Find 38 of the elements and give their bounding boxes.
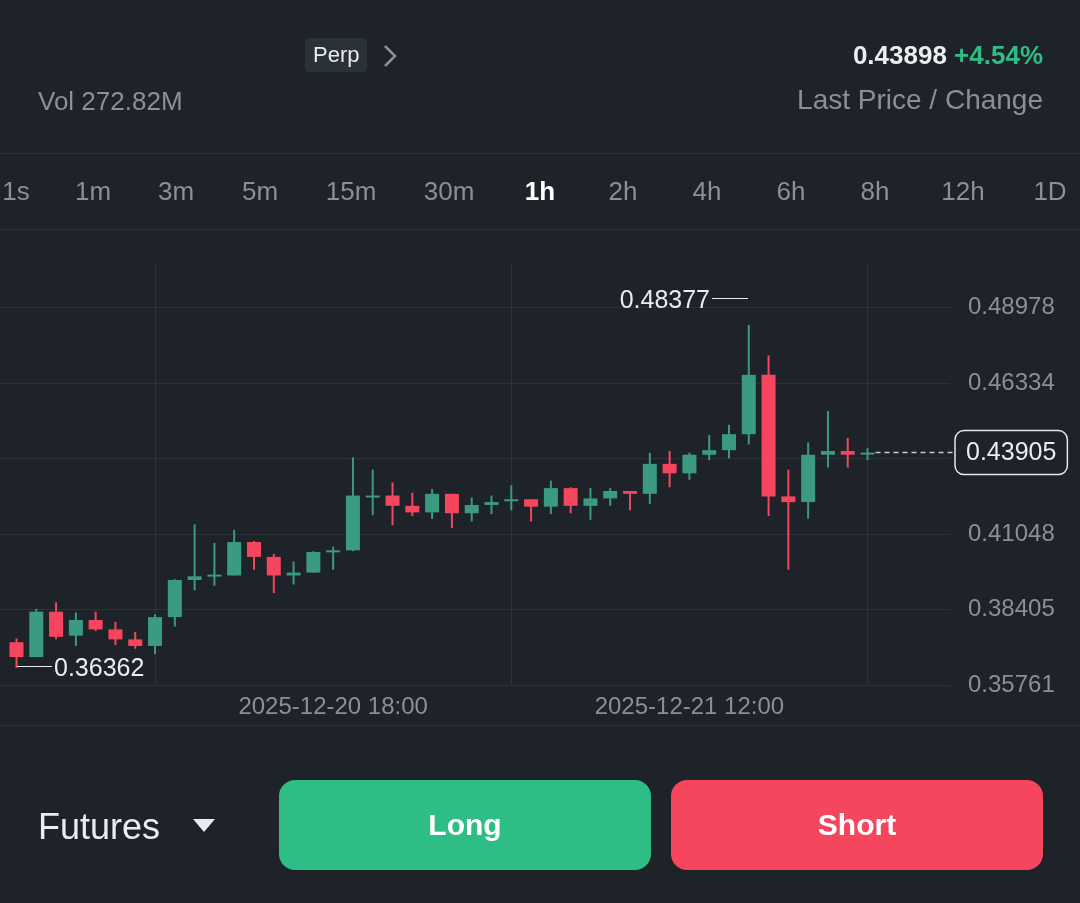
- y-tick-label: 0.46334: [968, 367, 1055, 395]
- text: 2h: [608, 176, 638, 207]
- text: 4h: [692, 176, 722, 207]
- candlestick: [207, 542, 222, 586]
- text: 1m: [74, 176, 112, 207]
- y-tick-label: 0.48978: [968, 292, 1055, 320]
- text: 1h: [524, 176, 556, 207]
- candlestick: [326, 546, 341, 570]
- candlestick: [504, 485, 519, 511]
- text: 30m: [423, 176, 475, 207]
- text: Short: [671, 780, 1043, 870]
- text: 1s: [2, 176, 30, 207]
- y-tick-label: 0.41048: [968, 518, 1055, 546]
- text: Long: [279, 780, 651, 870]
- annotation: 0.48377: [619, 285, 710, 314]
- text: Futures: [38, 806, 161, 848]
- candlestick: [820, 411, 835, 468]
- text: 15m: [325, 176, 377, 207]
- text: 0.43898: [852, 40, 947, 70]
- candlestick: [187, 524, 202, 591]
- text: Perp: [305, 38, 368, 72]
- y-tick-label: 0.35761: [968, 669, 1055, 697]
- candlestick: [365, 469, 380, 516]
- text: 6h: [776, 176, 806, 207]
- text: 1D: [1033, 176, 1067, 207]
- text: 3m: [157, 176, 195, 207]
- annotation: 0.36362: [54, 653, 145, 682]
- text: Last Price / Change: [797, 84, 1043, 116]
- x-tick-label: 2025-12-20 18:00: [238, 692, 428, 720]
- x-tick-label: 2025-12-21 12:00: [594, 692, 785, 720]
- text: 5m: [241, 176, 279, 207]
- candlestick: [781, 469, 796, 570]
- ref-line-label: 0.43905: [966, 437, 1057, 466]
- text: +4.54%: [954, 40, 1043, 70]
- text: 8h: [860, 176, 890, 207]
- y-tick-label: 0.38405: [968, 594, 1055, 622]
- text: 12h: [941, 176, 985, 207]
- text: Vol 272.82M: [38, 86, 183, 117]
